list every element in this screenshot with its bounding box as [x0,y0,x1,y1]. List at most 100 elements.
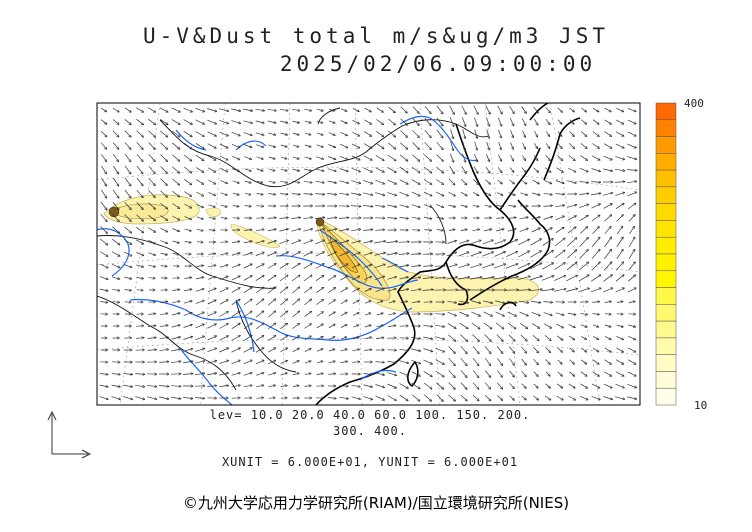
wind-vector [544,167,551,173]
wind-vector [628,301,635,302]
wind-vector [400,118,408,126]
wind-vector [581,107,586,112]
wind-vector [376,107,384,113]
wind-vector [507,311,517,316]
colorbar-swatch [655,371,677,389]
wind-vector [113,165,118,174]
wind-vector [124,119,131,124]
wind-vector [148,154,156,161]
wind-vector [243,276,252,281]
wind-vector [148,178,156,185]
wind-vector [532,334,539,341]
wind-vector [579,215,588,221]
wind-vector [462,153,465,162]
wind-vector [616,119,624,124]
wind-vector [100,119,107,125]
wind-vector [474,141,478,151]
wind-vector [531,228,541,233]
wind-vector [603,193,613,196]
wind-vector [245,193,251,194]
wind-vector [542,263,553,270]
wind-vector [435,324,444,327]
wind-vector [423,179,432,185]
wind-vector [99,374,108,375]
wind-vector [196,216,204,219]
wind-vector [243,287,252,293]
wind-vector [267,264,276,269]
wind-vector [316,361,323,364]
wind-vector [481,277,494,280]
wind-vector [521,346,526,353]
wind-vector [387,179,397,184]
wind-vector [545,118,550,125]
wind-vector [208,167,216,172]
wind-vector [279,252,289,257]
wind-vector [546,131,549,136]
wind-vector [351,192,361,195]
wind-vector [542,250,554,258]
wind-vector [350,206,361,207]
wind-vector [450,129,454,138]
wind-vector [113,177,118,186]
wind-vector [436,129,443,138]
wind-vector [111,276,120,279]
wind-vector [279,275,288,282]
wind-vector [292,168,300,171]
wind-vector [363,167,373,172]
wind-vector [255,132,264,135]
wind-vector [363,143,372,149]
wind-vector [219,385,229,386]
wind-vector [375,167,385,173]
wind-vector [315,240,324,245]
wind-vector [448,229,455,230]
wind-vector [159,337,169,340]
wind-vector [316,144,324,147]
wind-vector [207,373,217,376]
wind-vector [292,299,299,306]
wind-vector [303,217,312,220]
wind-vector [112,289,120,290]
wind-vector [532,323,539,329]
wind-vector [486,129,490,139]
wind-vector [592,324,599,327]
wind-vector [243,253,252,256]
wind-vector [304,324,312,329]
wind-vector [220,253,228,254]
wind-vector [327,229,337,232]
wind-vector [569,143,574,148]
wind-vector [616,347,624,352]
wind-vector [545,106,551,113]
wind-vector [604,302,612,303]
wind-vector [496,346,503,353]
wind-vector [555,312,564,315]
wind-vector [498,129,502,138]
wind-vector [460,191,467,196]
wind-vector [148,264,156,267]
wind-vector [353,325,359,328]
wind-vector [220,218,227,219]
wind-vector [520,179,527,184]
wind-vector [124,290,132,291]
wind-vector [505,277,519,280]
wind-vector [112,214,120,221]
wind-vector [172,254,179,255]
wind-vector [604,314,611,315]
wind-vector [496,218,504,219]
wind-vector [400,142,407,150]
wind-vector [243,360,252,365]
wind-vector [614,182,625,183]
wind-vector [460,357,467,366]
wind-vector [292,181,300,182]
wind-vector [208,254,215,255]
wind-vector [411,277,420,280]
wind-vector [555,194,565,195]
wind-vector [196,204,204,207]
wind-vector [580,371,587,377]
wind-vector [111,384,121,387]
wind-vector [364,289,372,292]
wind-vector [521,358,527,365]
wind-vector [400,314,408,315]
wind-vector [195,131,205,137]
wind-vector [591,237,600,248]
wind-vector [280,373,288,376]
